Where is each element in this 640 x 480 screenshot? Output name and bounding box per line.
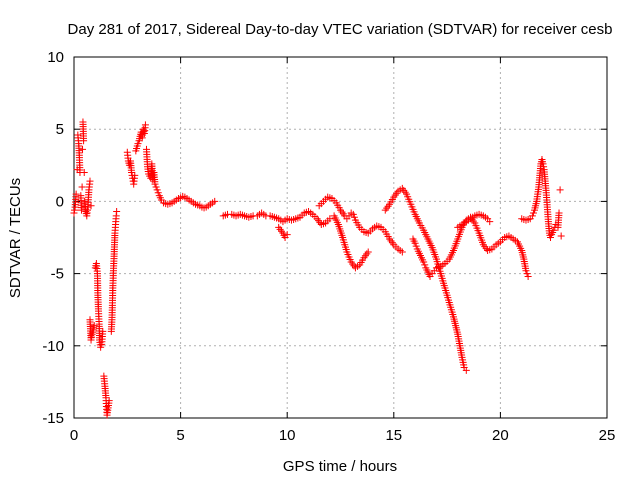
data-point bbox=[128, 169, 136, 177]
y-tick-label: -10 bbox=[42, 338, 64, 355]
y-tick-label: 0 bbox=[56, 193, 64, 210]
data-point bbox=[523, 270, 531, 278]
data-point bbox=[70, 209, 78, 217]
data-point bbox=[86, 177, 94, 185]
x-axis-label: GPS time / hours bbox=[283, 458, 397, 475]
data-point bbox=[462, 366, 470, 374]
data-point bbox=[364, 248, 372, 256]
grid bbox=[74, 57, 607, 418]
data-point bbox=[79, 145, 87, 153]
x-tick-label: 0 bbox=[70, 427, 78, 444]
x-tick-label: 15 bbox=[385, 427, 402, 444]
y-tick-label: 5 bbox=[56, 121, 64, 138]
chart-title: Day 281 of 2017, Sidereal Day-to-day VTE… bbox=[68, 21, 613, 38]
data-point bbox=[550, 226, 558, 234]
data-point bbox=[71, 206, 79, 214]
data-point bbox=[141, 121, 149, 129]
data-point bbox=[80, 137, 88, 145]
data-point bbox=[211, 197, 219, 205]
data-point bbox=[412, 242, 420, 250]
x-tick-label: 20 bbox=[492, 427, 509, 444]
data-point bbox=[349, 210, 357, 218]
data-point bbox=[131, 171, 139, 179]
data-point bbox=[411, 239, 419, 247]
data-point bbox=[524, 272, 532, 280]
data-point bbox=[87, 336, 95, 344]
data-point bbox=[90, 322, 98, 330]
data-point bbox=[99, 327, 107, 335]
data-point bbox=[539, 160, 547, 168]
data-point bbox=[77, 206, 85, 214]
data-point bbox=[88, 333, 96, 341]
data-point bbox=[87, 202, 95, 210]
data-point bbox=[555, 209, 563, 217]
x-tick-label: 10 bbox=[279, 427, 296, 444]
data-point bbox=[152, 183, 160, 191]
data-point bbox=[105, 397, 113, 405]
data-point bbox=[350, 213, 358, 221]
data-point bbox=[522, 267, 530, 275]
axis-ticks: 0 5 10 15 20 25 -15 -10 -5 0 5 10 bbox=[42, 49, 615, 444]
data-point bbox=[72, 190, 80, 198]
data-point bbox=[283, 231, 291, 239]
data-point bbox=[154, 189, 162, 197]
data-point bbox=[547, 234, 555, 241]
data-point bbox=[529, 209, 537, 217]
data-point bbox=[528, 212, 536, 220]
data-point bbox=[486, 218, 494, 226]
data-point bbox=[326, 215, 334, 223]
data-point bbox=[78, 183, 86, 191]
data-point bbox=[80, 169, 88, 177]
data-point bbox=[420, 258, 428, 266]
x-tick-label: 5 bbox=[176, 427, 184, 444]
y-tick-label: -5 bbox=[51, 266, 64, 283]
data-point bbox=[557, 232, 565, 240]
x-tick-label: 25 bbox=[599, 427, 616, 444]
data-point bbox=[97, 343, 105, 351]
y-tick-label: -15 bbox=[42, 410, 64, 427]
data-point bbox=[540, 163, 548, 171]
data-point bbox=[134, 140, 142, 148]
data-point bbox=[153, 186, 161, 194]
data-point bbox=[421, 261, 429, 269]
y-tick-label: 10 bbox=[47, 49, 64, 66]
plot-frame bbox=[73, 56, 608, 419]
data-points bbox=[70, 118, 565, 419]
data-point bbox=[398, 248, 406, 256]
data-point bbox=[556, 186, 564, 194]
data-point bbox=[113, 208, 121, 216]
y-axis-label: SDTVAR / TECUs bbox=[7, 178, 24, 298]
data-point bbox=[151, 180, 159, 188]
